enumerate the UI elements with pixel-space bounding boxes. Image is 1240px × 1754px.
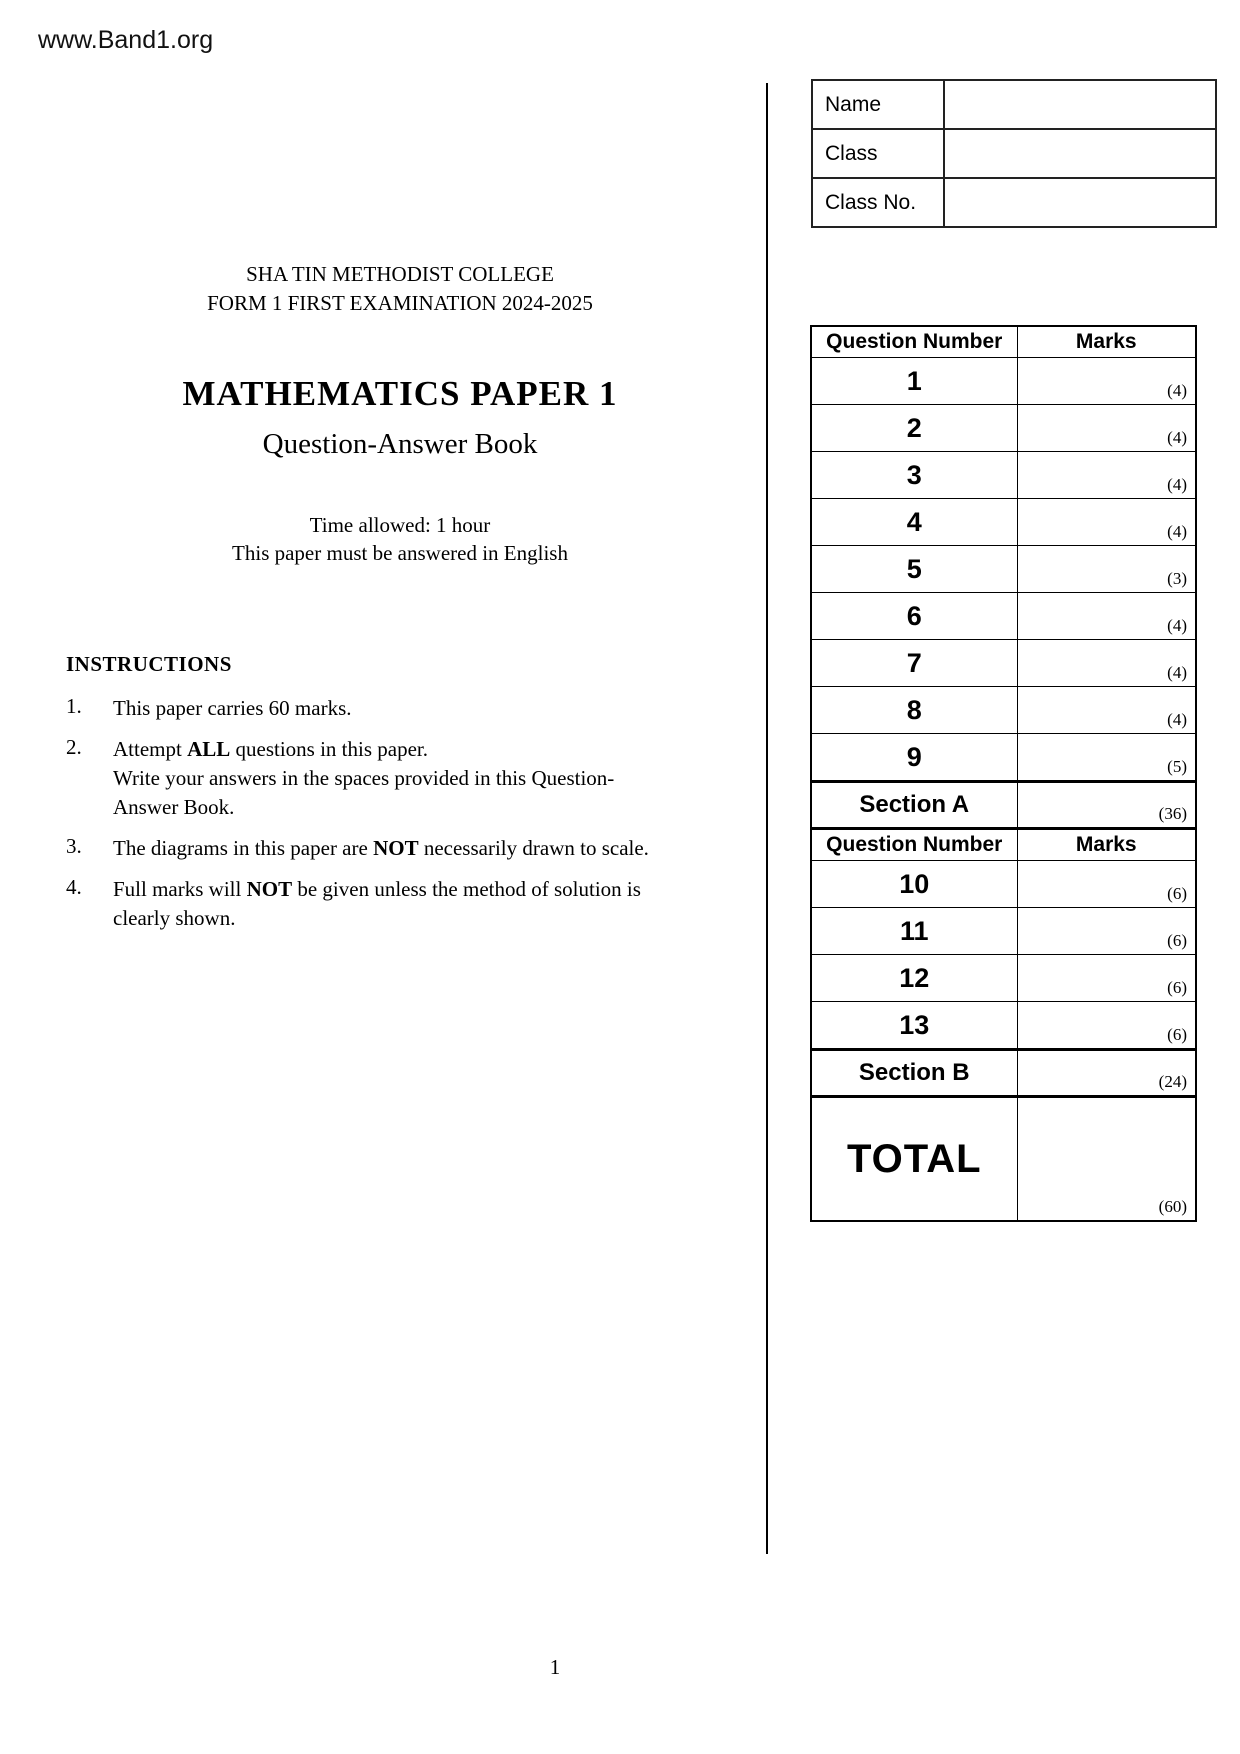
- instructions-heading: INSTRUCTIONS: [66, 652, 232, 676]
- bold-segment: NOT: [373, 836, 419, 860]
- marks-row-q8: 8 (4): [810, 686, 1197, 734]
- instruction-text: Full marks will NOT be given unless the …: [113, 877, 641, 930]
- time-allowed: Time allowed: 1 hour: [309, 513, 491, 537]
- class-label: Class: [811, 128, 945, 179]
- marks-cell: (4): [1016, 639, 1197, 687]
- question-number-cell: 7: [810, 639, 1018, 687]
- marks-row-q10: 10 (6): [810, 860, 1197, 908]
- marks-cell: (4): [1016, 686, 1197, 734]
- text-segment: necessarily drawn to scale.: [418, 836, 649, 860]
- text-segment: The diagrams in this paper are: [113, 836, 374, 860]
- total-label: TOTAL: [810, 1096, 1018, 1222]
- instruction-item-4: 4. Full marks will NOT be given unless t…: [66, 875, 772, 933]
- paper-title: MATHEMATICS PAPER 1: [182, 374, 618, 413]
- instructions-section: INSTRUCTIONS 1. This paper carries 60 ma…: [66, 652, 772, 945]
- exam-name: FORM 1 FIRST EXAMINATION 2024-2025: [207, 291, 593, 315]
- marks-row-q6: 6 (4): [810, 592, 1197, 640]
- class-value-cell: [943, 128, 1217, 179]
- section-b-row: Section B (24): [810, 1048, 1197, 1098]
- marks-cell: (6): [1016, 907, 1197, 955]
- total-row: TOTAL (60): [810, 1096, 1197, 1222]
- instruction-text: The diagrams in this paper are NOT neces…: [113, 834, 772, 863]
- section-a-row: Section A (36): [810, 780, 1197, 830]
- text-segment: Attempt: [113, 737, 188, 761]
- marks-table-header-row-b: Question Number Marks: [810, 828, 1197, 861]
- marks-cell: (6): [1016, 1001, 1197, 1050]
- bold-segment: NOT: [246, 877, 293, 901]
- marks-row-q1: 1 (4): [810, 357, 1197, 405]
- instruction-text: This paper carries 60 marks.: [113, 696, 352, 720]
- question-number-cell: 11: [810, 907, 1018, 955]
- text-segment: questions in this paper.: [230, 737, 429, 761]
- class-no-label: Class No.: [811, 177, 945, 228]
- marks-row-q12: 12 (6): [810, 954, 1197, 1002]
- question-number-cell: 4: [810, 498, 1018, 546]
- marks-cell: (5): [1016, 733, 1197, 782]
- marks-cell: (6): [1016, 954, 1197, 1002]
- total-marks: (60): [1016, 1096, 1197, 1222]
- question-number-cell: 9: [810, 733, 1018, 782]
- instruction-item-2: 2. Attempt ALL questions in this paper. …: [66, 735, 772, 822]
- marks-row-q13: 13 (6): [810, 1001, 1197, 1050]
- instruction-number: 4.: [66, 875, 82, 899]
- marks-header: Marks: [1016, 828, 1197, 861]
- marks-cell: (6): [1016, 860, 1197, 908]
- question-number-header: Question Number: [810, 828, 1018, 861]
- instruction-text: Attempt ALL questions in this paper. Wri…: [113, 737, 615, 819]
- instruction-item-1: 1. This paper carries 60 marks.: [66, 694, 772, 723]
- question-number-cell: 12: [810, 954, 1018, 1002]
- question-number-cell: 10: [810, 860, 1018, 908]
- student-info-row-class: Class: [811, 128, 1217, 179]
- page-number: 1: [549, 1655, 561, 1679]
- name-label: Name: [811, 79, 945, 130]
- bold-segment: ALL: [187, 737, 231, 761]
- class-no-value-cell: [943, 177, 1217, 228]
- question-number-cell: 8: [810, 686, 1018, 734]
- question-number-cell: 3: [810, 451, 1018, 499]
- text-segment: Full marks will: [113, 877, 247, 901]
- marks-header: Marks: [1016, 325, 1197, 358]
- student-info-row-class-no: Class No.: [811, 177, 1217, 228]
- student-info-row-name: Name: [811, 79, 1217, 130]
- instruction-number: 2.: [66, 735, 82, 759]
- watermark-url: www.Band1.org: [38, 26, 214, 54]
- language-note: This paper must be answered in English: [232, 541, 568, 565]
- marks-row-q2: 2 (4): [810, 404, 1197, 452]
- marks-cell: (3): [1016, 545, 1197, 593]
- vertical-divider: [766, 83, 768, 1554]
- section-b-marks: (24): [1016, 1048, 1197, 1098]
- question-number-header: Question Number: [810, 325, 1018, 358]
- paper-subtitle: Question-Answer Book: [262, 428, 538, 460]
- marks-row-q7: 7 (4): [810, 639, 1197, 687]
- section-a-marks: (36): [1016, 780, 1197, 830]
- question-number-cell: 1: [810, 357, 1018, 405]
- text-segment: be given unless the method of solution i…: [292, 877, 641, 901]
- section-b-label: Section B: [810, 1048, 1018, 1098]
- name-value-cell: [943, 79, 1217, 130]
- marks-row-q5: 5 (3): [810, 545, 1197, 593]
- marks-cell: (4): [1016, 404, 1197, 452]
- marks-row-q9: 9 (5): [810, 733, 1197, 782]
- marks-cell: (4): [1016, 451, 1197, 499]
- marks-row-q11: 11 (6): [810, 907, 1197, 955]
- marks-cell: (4): [1016, 498, 1197, 546]
- marks-cell: (4): [1016, 592, 1197, 640]
- instruction-item-3: 3. The diagrams in this paper are NOT ne…: [66, 834, 772, 863]
- question-number-cell: 13: [810, 1001, 1018, 1050]
- question-number-cell: 6: [810, 592, 1018, 640]
- marks-table: Question Number Marks 1 (4) 2 (4) 3 (4) …: [810, 325, 1197, 1222]
- question-number-cell: 5: [810, 545, 1018, 593]
- instruction-number: 1.: [66, 694, 82, 718]
- marks-cell: (4): [1016, 357, 1197, 405]
- school-name: SHA TIN METHODIST COLLEGE: [246, 262, 554, 286]
- section-a-label: Section A: [810, 780, 1018, 830]
- marks-row-q4: 4 (4): [810, 498, 1197, 546]
- student-info-table: Name Class Class No.: [811, 79, 1217, 228]
- question-number-cell: 2: [810, 404, 1018, 452]
- marks-row-q3: 3 (4): [810, 451, 1197, 499]
- marks-table-header-row-a: Question Number Marks: [810, 325, 1197, 358]
- instruction-number: 3.: [66, 834, 82, 858]
